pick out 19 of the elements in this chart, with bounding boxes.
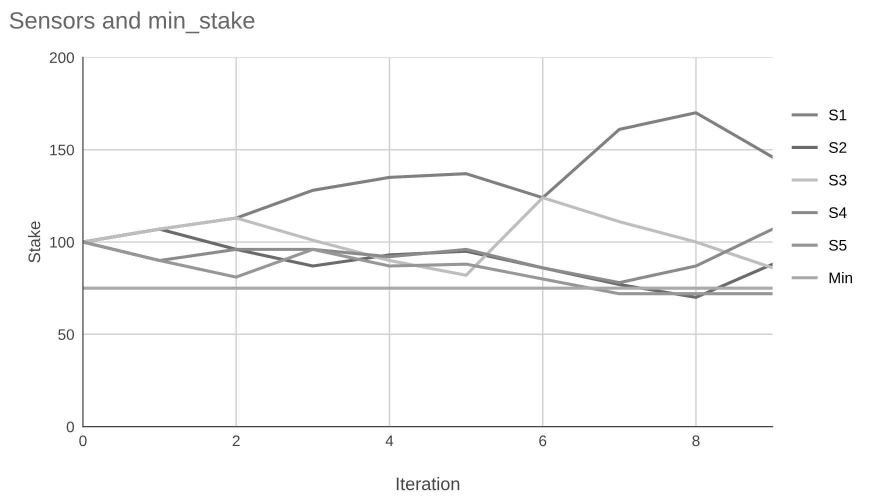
legend-label: S1 — [829, 110, 846, 120]
legend-label: S3 — [829, 174, 846, 186]
y-tick-label: 100 — [50, 236, 74, 248]
y-tick-label: 200 — [50, 52, 74, 64]
chart-title: Sensors and min_stake — [10, 11, 254, 34]
legend-label: Min — [830, 272, 852, 284]
y-axis-title: Stake — [28, 221, 40, 263]
y-tick-label: 150 — [50, 144, 74, 156]
legend-label: S4 — [829, 207, 847, 218]
x-tick-label: 0 — [79, 435, 87, 446]
x-tick-label: 4 — [386, 436, 394, 446]
x-tick-label: 2 — [232, 435, 240, 446]
y-tick-label: 0 — [66, 422, 74, 432]
x-tick-label: 8 — [692, 435, 700, 446]
y-tick-label: 50 — [58, 329, 74, 340]
x-axis-title: Iteration — [396, 477, 460, 490]
x-tick-label: 6 — [539, 435, 546, 446]
legend-label: S2 — [829, 142, 846, 153]
legend-label: S5 — [829, 240, 846, 251]
